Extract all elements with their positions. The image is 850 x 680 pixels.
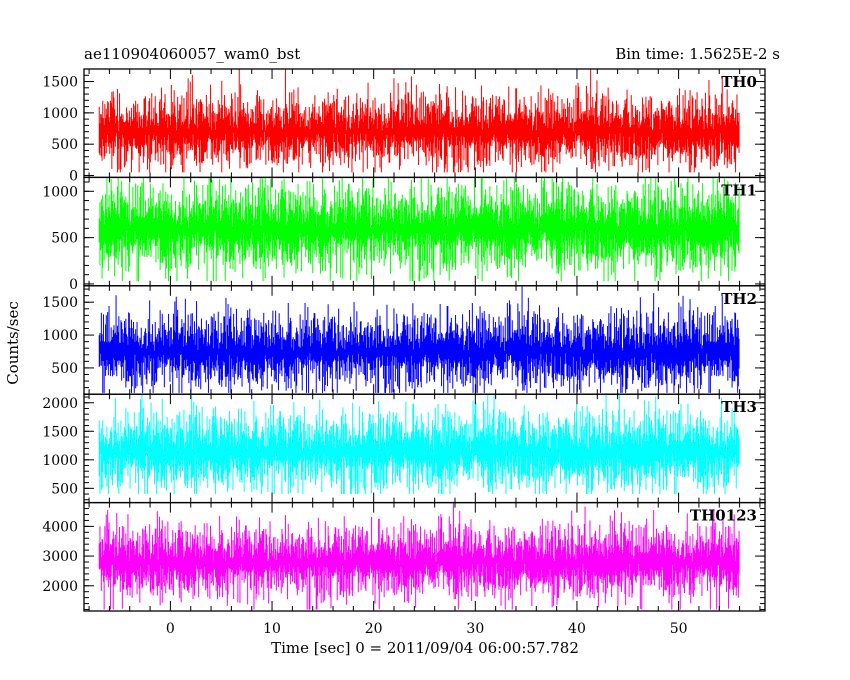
y-tick-label: 3000 — [42, 549, 78, 565]
y-tick-label: 2000 — [42, 579, 78, 595]
x-tick-label: 50 — [670, 621, 688, 637]
y-tick-label: 2000 — [42, 396, 78, 412]
series-line-th0 — [98, 69, 740, 173]
series-line-th1 — [98, 177, 740, 282]
y-tick-label: 500 — [51, 231, 78, 247]
x-tick-label: 10 — [263, 621, 281, 637]
series-line-th2 — [98, 285, 740, 393]
y-tick-label: 1500 — [42, 424, 78, 440]
y-tick-label: 1500 — [42, 75, 78, 91]
y-tick-label: 0 — [69, 277, 78, 293]
panel-label-th3: TH3 — [721, 398, 757, 416]
y-tick-label: 4000 — [42, 519, 78, 535]
x-tick-label: 20 — [365, 621, 383, 637]
panel-label-th2: TH2 — [721, 290, 757, 308]
y-tick-label: 1000 — [42, 453, 78, 469]
x-axis-label: Time [sec] 0 = 2011/09/04 06:00:57.782 — [271, 639, 579, 657]
y-tick-label: 1000 — [42, 106, 78, 122]
y-tick-label: 1000 — [42, 328, 78, 344]
panel-label-th0: TH0 — [721, 73, 757, 91]
panel-frame-th0123 — [83, 501, 766, 612]
panel-label-th0123: TH0123 — [690, 507, 757, 525]
y-tick-label: 500 — [51, 361, 78, 377]
y-tick-label: 1500 — [42, 295, 78, 311]
y-tick-label: 0 — [69, 169, 78, 185]
x-tick-label: 30 — [466, 621, 484, 637]
y-axis-label: Counts/sec — [4, 301, 22, 385]
x-tick-label: 40 — [568, 621, 586, 637]
series-line-th0123 — [98, 502, 740, 610]
panel-label-th1: TH1 — [721, 181, 757, 199]
y-tick-label: 500 — [51, 481, 78, 497]
series-line-th3 — [98, 394, 740, 494]
chart-title: ae110904060057_wam0_bst — [84, 45, 300, 63]
y-tick-label: 500 — [51, 137, 78, 153]
x-tick-label: 0 — [166, 621, 175, 637]
bin-time-label: Bin time: 1.5625E-2 s — [615, 45, 780, 63]
y-tick-label: 1000 — [42, 184, 78, 200]
